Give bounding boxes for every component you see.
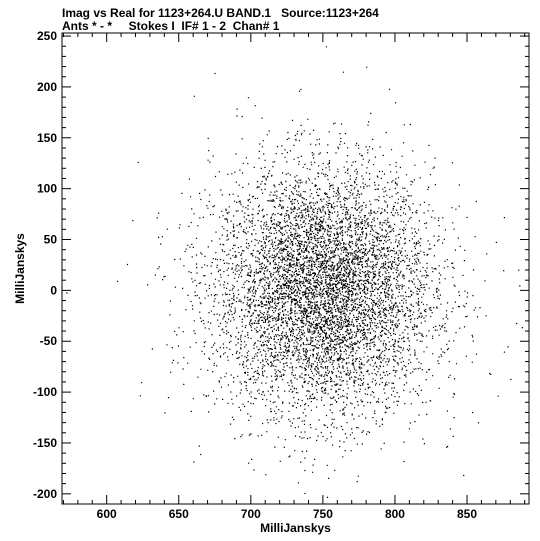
x-tick-label: 700: [241, 507, 261, 521]
y-tick-label: -200: [33, 487, 57, 501]
y-tick-label: -150: [33, 436, 57, 450]
x-tick-label: 850: [457, 507, 477, 521]
x-tick-label: 650: [169, 507, 189, 521]
plot-frame: [61, 32, 530, 505]
y-tick-label: 200: [37, 80, 57, 94]
scatter-point-cloud: [66, 46, 524, 498]
chart-title: Imag vs Real for 1123+264.U BAND.1 Sourc…: [62, 6, 379, 20]
y-tick-label: 150: [37, 131, 57, 145]
chart-subtitle: Ants * - * Stokes I IF# 1 - 2 Chan# 1: [62, 19, 280, 33]
y-tick-label: -50: [40, 334, 58, 348]
x-tick-label: 750: [313, 507, 333, 521]
y-tick-label: 0: [50, 283, 57, 297]
y-tick-label: 250: [37, 29, 57, 43]
x-tick-label: 800: [385, 507, 405, 521]
y-axis-label: MilliJanskys: [13, 233, 27, 304]
plot-axes: 600 650 700 750 800 850 -200 -150 -100 -50 0 50 100 1…: [33, 29, 529, 521]
scatter-points: [66, 46, 524, 498]
x-tick-label: 600: [97, 507, 117, 521]
y-tick-label: 100: [37, 182, 57, 196]
x-axis-label: MilliJanskys: [260, 521, 331, 535]
y-tick-label: -100: [33, 385, 57, 399]
y-tick-label: 50: [44, 233, 58, 247]
